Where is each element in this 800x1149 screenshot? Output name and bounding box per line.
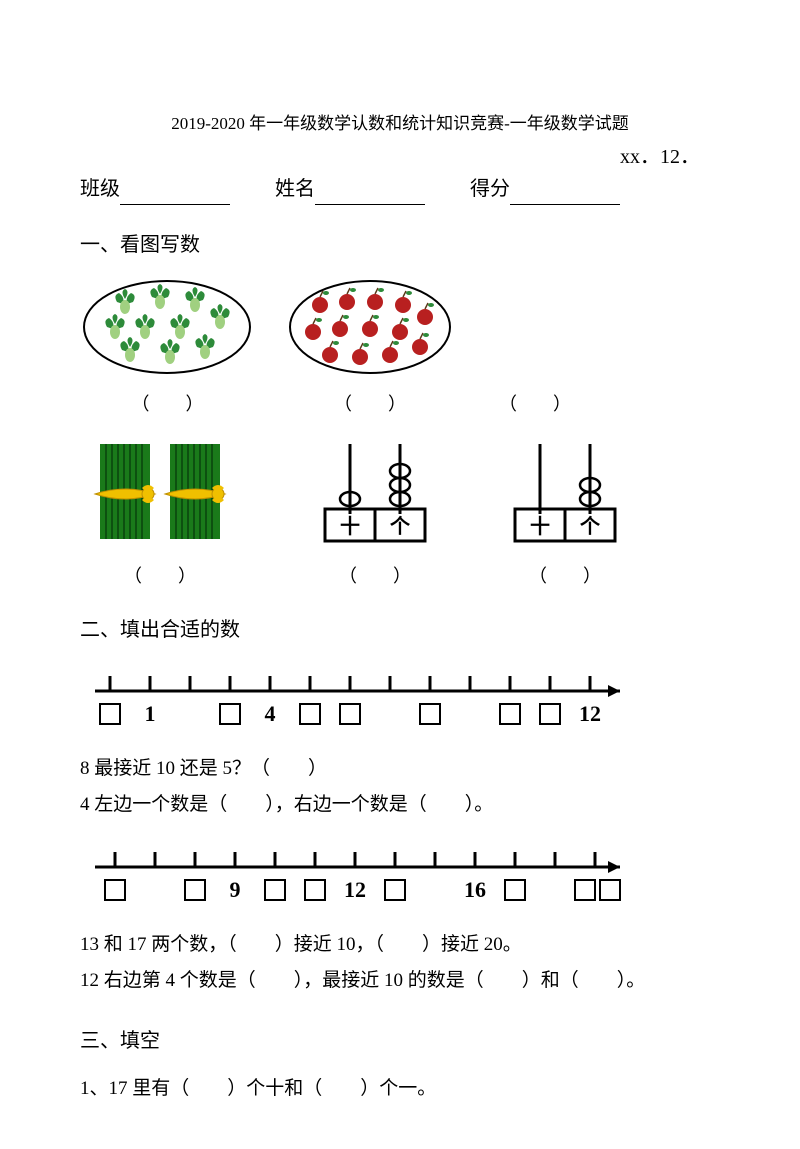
svg-text:个: 个 bbox=[579, 515, 601, 538]
svg-text:个: 个 bbox=[389, 515, 411, 538]
svg-text:12: 12 bbox=[344, 877, 366, 902]
answer-bracket[interactable]: （ ） bbox=[285, 390, 455, 419]
header-fields: 班级 姓名 得分 bbox=[80, 173, 720, 205]
row1: （ ） （ ） （ ） bbox=[80, 277, 720, 419]
bamboo-bundles-icon bbox=[80, 439, 240, 549]
svg-text:十: 十 bbox=[530, 515, 550, 538]
s3q1: 1、17 里有（ ）个十和（ ）个一。 bbox=[80, 1073, 720, 1105]
section2-title: 二、填出合适的数 bbox=[80, 614, 720, 646]
empty-item: （ ） bbox=[485, 386, 585, 419]
answer-bracket[interactable]: （ ） bbox=[80, 562, 240, 591]
abacus1-icon: 十 个 bbox=[310, 439, 440, 549]
numberline1: 1 4 12 bbox=[80, 666, 720, 745]
numberline2: 9 12 16 bbox=[80, 842, 720, 921]
apple-item: （ ） bbox=[285, 277, 455, 419]
abacus1-item: 十 个 （ ） bbox=[310, 439, 440, 591]
q2: 4 左边一个数是（ ），右边一个数是（ ）。 bbox=[80, 789, 720, 821]
class-blank[interactable] bbox=[120, 185, 230, 205]
numberline2-icon: 9 12 16 bbox=[80, 842, 640, 912]
svg-text:十: 十 bbox=[340, 515, 360, 538]
q4: 12 右边第 4 个数是（ ），最接近 10 的数是（ ）和（ ）。 bbox=[80, 965, 720, 997]
q3: 13 和 17 两个数，（ ）接近 10，（ ）接近 20。 bbox=[80, 929, 720, 961]
svg-text:16: 16 bbox=[464, 877, 486, 902]
exam-title: 2019-2020 年一年级数学认数和统计知识竞赛-一年级数学试题 bbox=[80, 110, 720, 137]
score-blank[interactable] bbox=[510, 185, 620, 205]
class-label: 班级 bbox=[80, 178, 120, 200]
svg-text:9: 9 bbox=[230, 877, 241, 902]
name-label: 姓名 bbox=[275, 178, 315, 200]
row2: （ ） 十 个 （ ） 十 个 （ ） bbox=[80, 439, 720, 591]
answer-bracket[interactable]: （ ） bbox=[485, 390, 585, 419]
apple-plate-icon bbox=[285, 277, 455, 377]
answer-bracket[interactable]: （ ） bbox=[500, 562, 630, 591]
q1: 8 最接近 10 还是 5？（ ） bbox=[80, 753, 720, 785]
score-label: 得分 bbox=[470, 178, 510, 200]
cabbage-item: （ ） bbox=[80, 277, 255, 419]
name-blank[interactable] bbox=[315, 185, 425, 205]
abacus2-item: 十 个 （ ） bbox=[500, 439, 630, 591]
answer-bracket[interactable]: （ ） bbox=[310, 562, 440, 591]
section1-title: 一、看图写数 bbox=[80, 229, 720, 261]
section3-title: 三、填空 bbox=[80, 1025, 720, 1057]
svg-text:4: 4 bbox=[265, 701, 276, 726]
numberline1-icon: 1 4 12 bbox=[80, 666, 640, 736]
bamboo-item: （ ） bbox=[80, 439, 240, 591]
cabbage-plate-icon bbox=[80, 277, 255, 377]
abacus2-icon: 十 个 bbox=[500, 439, 630, 549]
answer-bracket[interactable]: （ ） bbox=[80, 390, 255, 419]
svg-text:1: 1 bbox=[145, 701, 156, 726]
exam-date: xx．12． bbox=[80, 141, 720, 173]
svg-text:12: 12 bbox=[579, 701, 601, 726]
